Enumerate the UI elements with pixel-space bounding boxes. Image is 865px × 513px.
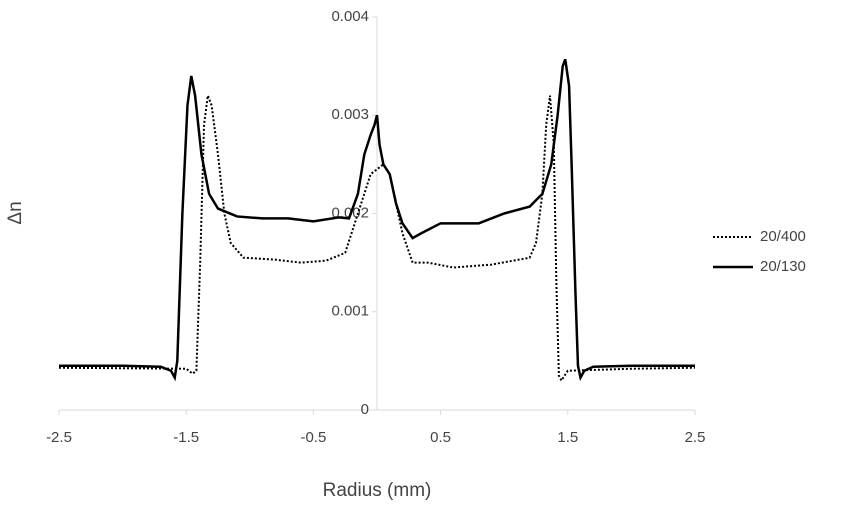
- series-line: [59, 58, 695, 382]
- y-tick-label: 0: [361, 401, 369, 418]
- x-tick-label: 0.5: [430, 429, 451, 446]
- series-line: [58, 95, 696, 383]
- legend-label: 20/130: [760, 258, 806, 275]
- y-tick-label: 0.003: [331, 106, 369, 123]
- y-axis-label: Δn: [5, 201, 26, 224]
- x-tick-label: -0.5: [300, 429, 326, 446]
- y-tick-label: 0.004: [331, 8, 369, 25]
- y-tick-label: 0.001: [331, 303, 369, 320]
- x-tick-label: -1.5: [173, 429, 199, 446]
- x-tick-label: -2.5: [46, 429, 72, 446]
- x-tick-label: 1.5: [557, 429, 578, 446]
- x-tick-label: 2.5: [685, 429, 706, 446]
- x-axis-label: Radius (mm): [323, 480, 432, 501]
- legend-label: 20/400: [760, 228, 806, 245]
